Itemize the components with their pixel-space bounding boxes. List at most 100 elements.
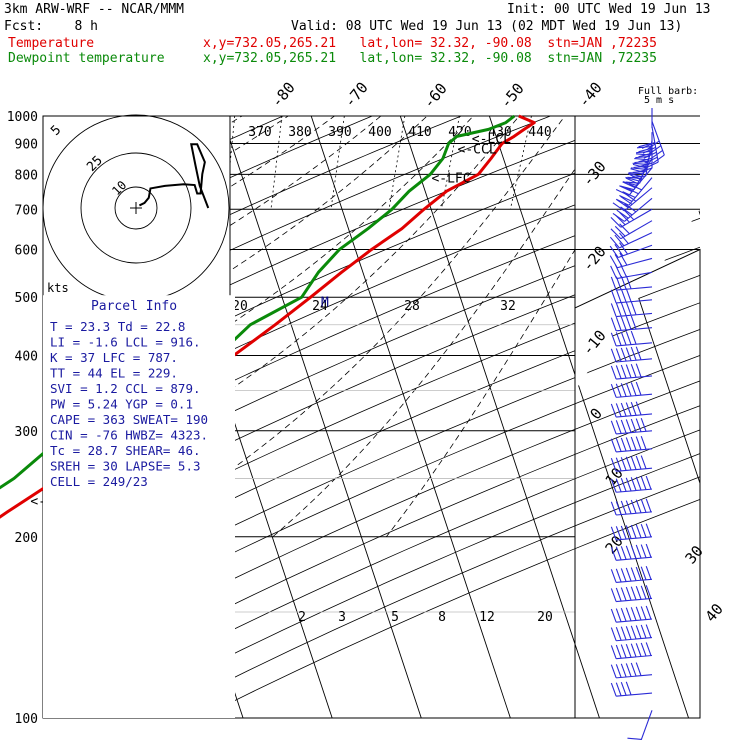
wind-barb — [610, 315, 653, 332]
wind-barb-flag — [619, 223, 630, 235]
parcel-info-panel: Parcel Info T = 23.3 Td = 22.8LI = -1.6 L… — [43, 295, 235, 718]
pressure-label: 600 — [15, 244, 38, 259]
wind-barb-flag — [615, 626, 622, 641]
wind-barb-flag — [625, 187, 639, 195]
wind-barb-flag — [615, 457, 622, 472]
wind-barb-flag — [610, 289, 617, 304]
wind-barb-flag — [615, 526, 622, 540]
wind-barb-staff — [616, 467, 653, 472]
wind-barb-flag — [630, 662, 637, 677]
dry-adiabat-line — [43, 116, 700, 718]
wind-barb-flag — [612, 212, 625, 222]
wind-barb-staff — [616, 674, 653, 679]
theta-label: 380 — [288, 125, 311, 140]
barb-key-label: 5 m s — [644, 95, 674, 106]
parcel-info-row: CIN = -76 HWBZ= 4323. — [50, 428, 208, 443]
hodograph-scale-label: 24 — [312, 299, 328, 314]
wind-barb-flag — [620, 185, 635, 191]
wind-barb-flag — [622, 181, 636, 189]
wind-barb-flag — [640, 606, 647, 620]
dry-adiabat-line — [199, 116, 700, 718]
wind-barb-flag — [610, 546, 617, 561]
wind-barb-staff — [640, 710, 653, 740]
wind-barb-flag — [629, 172, 644, 175]
wind-barb-flag — [625, 331, 632, 345]
wind-barb-flag — [620, 331, 627, 346]
theta-label: 440 — [528, 125, 551, 140]
theta-label: 410 — [408, 125, 431, 140]
pressure-label: 800 — [15, 168, 38, 183]
parcel-info-row: CAPE = 363 SWEAT= 190 — [50, 412, 208, 427]
wind-barb — [625, 149, 653, 184]
wind-barb-staff — [620, 220, 653, 240]
wind-barb — [610, 498, 653, 516]
temperature-profile — [0, 114, 536, 519]
wind-barb — [610, 605, 653, 623]
wind-barb-flag — [635, 363, 642, 378]
wind-barb-flag — [625, 500, 632, 514]
wind-barb-flag — [625, 663, 632, 677]
wind-barb — [610, 363, 653, 380]
pressure-label: 400 — [15, 350, 38, 365]
wind-barb-staff — [616, 511, 653, 516]
wind-barb-flag — [630, 168, 645, 173]
wind-barb-flag — [630, 436, 637, 451]
wind-barb — [610, 288, 653, 304]
wind-barb-flag — [620, 587, 627, 601]
wind-barb-flag — [640, 544, 647, 558]
wind-barb-flag — [635, 643, 642, 657]
wind-barb-flag — [640, 455, 647, 469]
wind-barb — [610, 455, 653, 472]
wind-barb-flag — [620, 568, 627, 582]
wind-barb-staff — [620, 208, 653, 228]
wind-barb-flag — [615, 682, 622, 696]
wind-barb-flag — [620, 206, 633, 216]
wind-barb-flag — [630, 586, 637, 600]
wind-barb-flag — [640, 585, 647, 600]
wind-barb-flag — [610, 420, 617, 435]
isotherm-label: -70 — [341, 79, 372, 111]
wind-barb-flag — [645, 642, 652, 656]
wind-barb-flag — [616, 209, 629, 219]
wind-barb-flag — [630, 545, 637, 559]
parcel-info-row: Tc = 28.7 SHEAR= 46. — [50, 443, 201, 458]
wind-barb-flag — [630, 477, 637, 491]
wind-barb-staff — [616, 488, 653, 493]
wind-barb-flag — [635, 625, 642, 639]
wind-barb-flag — [640, 499, 647, 513]
wind-barb-flag — [640, 523, 647, 538]
wind-barb-flag — [634, 157, 649, 161]
level-marker-label: <-LCL — [472, 132, 511, 147]
theta-label: 400 — [368, 125, 391, 140]
wind-barb-flag — [630, 456, 637, 470]
wind-barb-flag — [625, 643, 632, 658]
wind-barb-flag — [609, 245, 619, 258]
wind-barb-flag — [635, 381, 642, 396]
wind-barb-flag — [625, 545, 632, 560]
mixing-ratio-line — [388, 116, 406, 210]
wind-barb-staff — [616, 312, 653, 318]
wind-barb-flag — [625, 567, 632, 582]
wind-barb-staff — [616, 413, 653, 418]
wind-barb-flag — [610, 216, 622, 228]
wind-barb-staff — [616, 578, 653, 583]
wind-barb-flag — [620, 626, 627, 641]
wind-barb-flag — [630, 643, 637, 658]
wind-barb-flag — [614, 244, 624, 257]
wind-barb-flag — [625, 626, 632, 640]
wind-barb-flag — [625, 275, 632, 289]
init-time: Init: 00 UTC Wed 19 Jun 13 — [507, 2, 711, 17]
wind-barb — [610, 662, 653, 679]
theta-label: 390 — [328, 125, 351, 140]
wind-barb-flag — [610, 501, 617, 516]
isotherm-line — [399, 116, 600, 718]
wind-barb-staff — [616, 342, 653, 347]
wind-barb-flag — [620, 437, 627, 452]
isotherm-label: -10 — [579, 327, 610, 359]
wind-barb-staff — [616, 618, 653, 623]
wind-barb-flag — [647, 140, 660, 150]
barb-key-label: Full barb: — [638, 86, 698, 97]
wind-barb — [610, 585, 653, 603]
wind-barb-flag — [625, 419, 632, 433]
